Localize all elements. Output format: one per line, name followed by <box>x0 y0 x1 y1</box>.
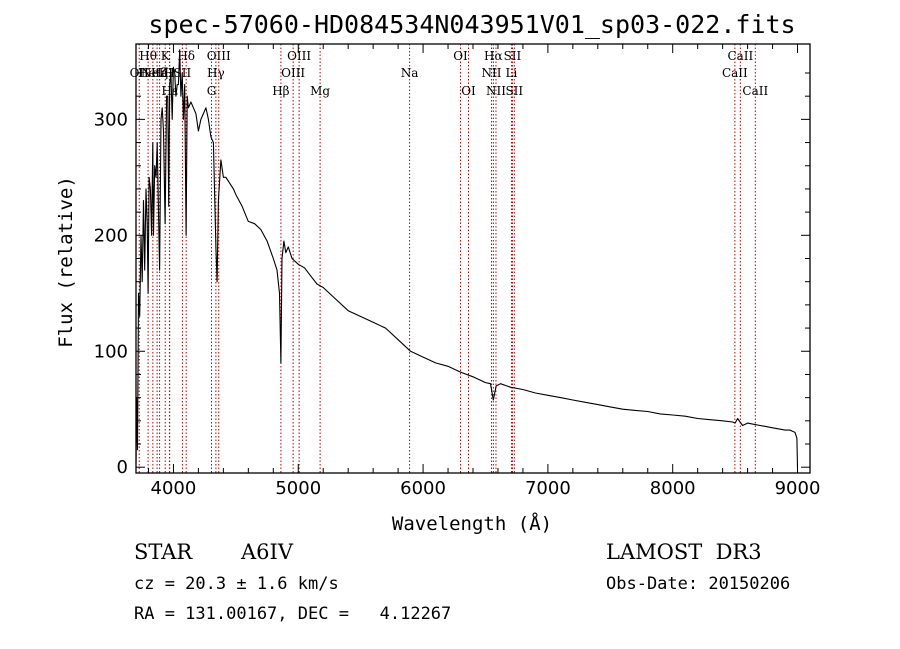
line-marker-label: CaII <box>727 49 753 63</box>
x-tick-label: 6000 <box>400 478 446 499</box>
line-marker-label: CaII <box>742 84 768 98</box>
x-tick-label: 9000 <box>775 478 821 499</box>
chart-title: spec-57060-HD084534N043951V01_sp03-022.f… <box>148 10 795 39</box>
line-marker-label: NII <box>486 84 506 98</box>
y-tick-label: 200 <box>94 225 128 246</box>
line-marker-label: Hβ <box>272 84 289 98</box>
y-tick-label: 300 <box>94 109 128 130</box>
line-marker-label: K <box>161 49 171 63</box>
line-marker-label: Hδ <box>177 49 195 63</box>
x-tick-label: 7000 <box>525 478 571 499</box>
series-layer <box>135 49 799 468</box>
line-marker-label: CaII <box>722 66 748 80</box>
spectrum-line <box>135 49 799 468</box>
coordinates: RA = 131.00167, DEC = 4.12267 <box>134 604 452 624</box>
line-marker-label: G <box>207 84 217 98</box>
line-marker-label: Heta <box>138 66 168 80</box>
line-marker-label: H <box>164 66 174 80</box>
line-marker-label: Na <box>401 66 419 80</box>
y-tick-label: 0 <box>117 457 128 478</box>
line-marker-label: OI <box>453 49 468 63</box>
y-tick-label: 100 <box>94 341 128 362</box>
spectrum-chart: spec-57060-HD084534N043951V01_sp03-022.f… <box>55 10 821 535</box>
line-marker-label: Hζ <box>151 66 168 80</box>
line-label-layer: HθOIINeIIIHetaHζKHHεSIIHδGHγOIIIHβOIIIOI… <box>130 49 769 98</box>
line-marker-label: Hα <box>484 49 503 63</box>
line-marker-label: OIII <box>281 66 305 80</box>
line-marker-layer <box>138 44 756 473</box>
obs-date: Obs-Date: 20150206 <box>606 574 791 594</box>
line-marker-label: NeIII <box>141 66 173 80</box>
line-marker-label: Mg <box>310 84 330 98</box>
object-class: STAR <box>134 540 193 564</box>
y-axis-label: Flux (relative) <box>55 176 77 348</box>
line-marker-label: OIII <box>207 49 231 63</box>
line-marker-label: SII <box>505 84 523 98</box>
line-marker-label: NII <box>481 66 501 80</box>
plot-frame <box>135 43 811 474</box>
x-axis-label: Wavelength (Å) <box>392 512 552 535</box>
line-marker-label: Hθ <box>139 49 157 63</box>
line-marker-label: SII <box>504 49 522 63</box>
line-marker-label: Hγ <box>207 66 225 80</box>
line-marker-label: OI <box>461 84 476 98</box>
survey-name: LAMOST DR3 <box>606 540 762 564</box>
object-subclass: A6IV <box>241 540 293 564</box>
x-tick-label: 5000 <box>275 478 321 499</box>
tick-layer: 4000 5000 6000 7000 8000 9000 0 100 200 300 <box>94 44 821 499</box>
line-marker-label: OIII <box>287 49 311 63</box>
redshift-value: cz = 20.3 ± 1.6 km/s <box>134 574 339 594</box>
x-tick-label: 4000 <box>151 478 197 499</box>
line-marker-label: Li <box>506 66 518 80</box>
x-tick-label: 8000 <box>650 478 696 499</box>
